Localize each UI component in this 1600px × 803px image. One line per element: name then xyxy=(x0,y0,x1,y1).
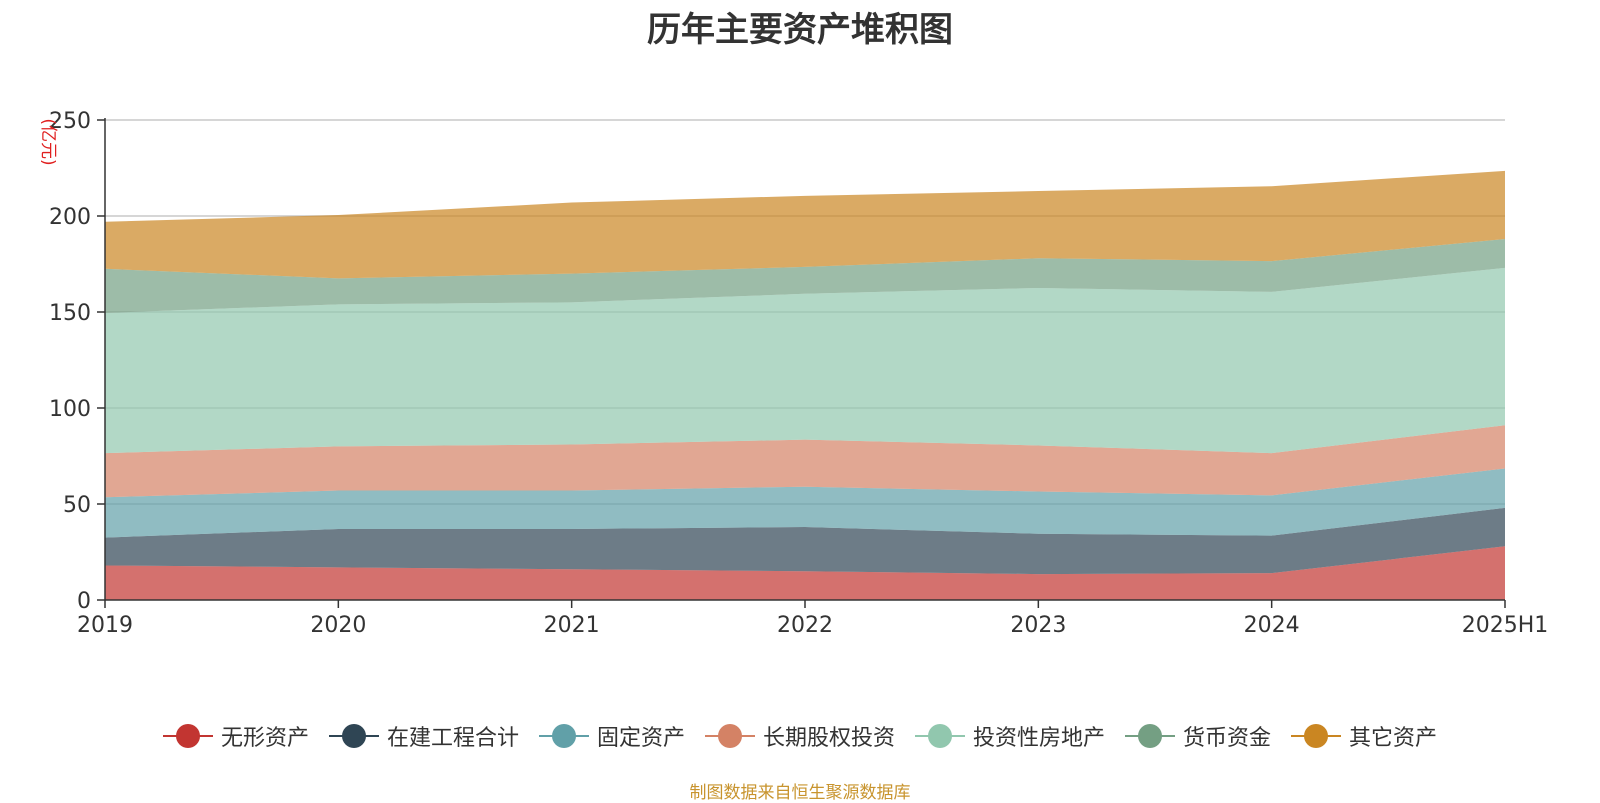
y-tick-label: 250 xyxy=(49,109,91,134)
legend-marker-icon xyxy=(1291,724,1342,748)
y-axis-unit-label: (亿元) xyxy=(38,118,58,165)
y-tick-label: 100 xyxy=(49,397,91,422)
area-series-1 xyxy=(105,546,1505,600)
y-tick-label: 200 xyxy=(49,205,91,230)
x-tick-label: 2022 xyxy=(777,613,833,638)
legend-label: 无形资产 xyxy=(220,726,309,751)
x-tick-label: 2019 xyxy=(77,613,133,638)
y-tick-label: 50 xyxy=(63,493,91,518)
legend-marker-icon xyxy=(704,724,755,748)
legend-label: 长期股权投资 xyxy=(762,726,895,751)
source-note: 制图数据来自恒生聚源数据库 xyxy=(689,783,911,803)
legend-item[interactable]: 投资性房地产 xyxy=(915,720,1105,752)
y-tick-label: 150 xyxy=(49,301,91,326)
legend-item[interactable]: 货币资金 xyxy=(1125,720,1271,752)
y-tick-label: 0 xyxy=(77,589,91,614)
area-series-6 xyxy=(105,239,1505,313)
legend-label: 投资性房地产 xyxy=(973,726,1106,751)
legend-marker-icon xyxy=(328,724,379,748)
legend: 无形资产 在建工程合计 固定资产 长期股权投资 投资性房地产 货币资金 其它资产 xyxy=(0,718,1600,754)
area-series-7 xyxy=(105,170,1505,279)
legend-marker-icon xyxy=(915,724,965,748)
x-tick-label: 2025H1 xyxy=(1462,613,1549,638)
legend-item[interactable]: 固定资产 xyxy=(538,720,685,752)
x-tick-label: 2024 xyxy=(1244,613,1300,638)
legend-marker-icon xyxy=(538,724,589,748)
area-series-3 xyxy=(105,468,1505,538)
axes: 0 50 100 150 200 250 2019 2020 2021 2022 2023 2024 2… xyxy=(49,109,1548,638)
area-series-5 xyxy=(105,267,1505,454)
legend-item[interactable]: 无形资产 xyxy=(162,720,309,752)
legend-label: 其它资产 xyxy=(1349,726,1438,751)
area-series xyxy=(105,170,1505,600)
legend-marker-icon xyxy=(162,724,213,748)
chart-title: 历年主要资产堆积图 xyxy=(647,10,953,50)
x-tick-label: 2023 xyxy=(1010,613,1066,638)
legend-label: 固定资产 xyxy=(596,726,685,751)
legend-item[interactable]: 在建工程合计 xyxy=(328,720,519,752)
legend-marker-icon xyxy=(1125,724,1176,748)
legend-label: 货币资金 xyxy=(1183,726,1272,751)
x-tick-label: 2021 xyxy=(544,613,600,638)
x-tick-label: 2020 xyxy=(310,613,366,638)
area-series-2 xyxy=(105,507,1505,575)
legend-item[interactable]: 其它资产 xyxy=(1291,720,1437,752)
area-series-4 xyxy=(105,425,1505,498)
legend-item[interactable]: 长期股权投资 xyxy=(704,720,895,752)
legend-label: 在建工程合计 xyxy=(386,726,519,751)
